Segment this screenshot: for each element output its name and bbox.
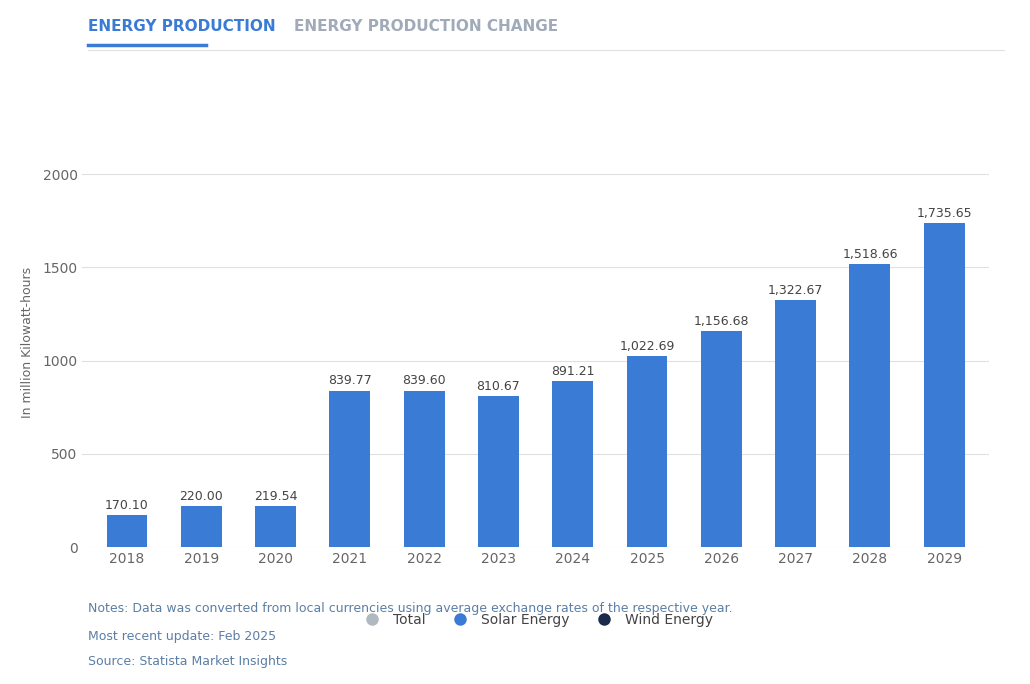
Text: 219.54: 219.54 <box>253 490 298 503</box>
Bar <box>552 381 593 547</box>
Bar <box>404 391 445 547</box>
Text: 891.21: 891.21 <box>551 365 594 378</box>
Text: ENERGY PRODUCTION CHANGE: ENERGY PRODUCTION CHANGE <box>294 18 557 34</box>
Bar <box>626 356 667 547</box>
Text: Notes: Data was converted from local currencies using average exchange rates of : Notes: Data was converted from local cur… <box>88 602 732 615</box>
Bar <box>255 506 296 547</box>
Text: 220.00: 220.00 <box>179 490 224 503</box>
Bar <box>106 516 147 547</box>
Bar <box>850 264 890 547</box>
Text: 1,735.65: 1,735.65 <box>917 207 972 220</box>
Text: 1,322.67: 1,322.67 <box>768 284 823 297</box>
Text: ENERGY PRODUCTION: ENERGY PRODUCTION <box>88 18 275 34</box>
Text: 839.60: 839.60 <box>403 374 446 387</box>
Text: 810.67: 810.67 <box>477 380 520 393</box>
Text: Most recent update: Feb 2025: Most recent update: Feb 2025 <box>88 629 276 642</box>
Y-axis label: In million Kilowatt-hours: In million Kilowatt-hours <box>21 267 34 417</box>
Text: Source: Statista Market Insights: Source: Statista Market Insights <box>88 655 286 668</box>
Text: 839.77: 839.77 <box>328 374 372 387</box>
Text: 1,518.66: 1,518.66 <box>843 248 898 261</box>
Bar <box>924 224 965 547</box>
Legend: Total, Solar Energy, Wind Energy: Total, Solar Energy, Wind Energy <box>352 607 719 633</box>
Bar <box>700 332 742 547</box>
Text: 1,022.69: 1,022.69 <box>619 340 675 353</box>
Bar <box>776 300 816 547</box>
Text: 1,156.68: 1,156.68 <box>693 315 749 328</box>
Text: 170.10: 170.10 <box>105 499 149 512</box>
Bar <box>478 396 519 547</box>
Bar <box>181 506 221 547</box>
Bar <box>330 391 371 547</box>
